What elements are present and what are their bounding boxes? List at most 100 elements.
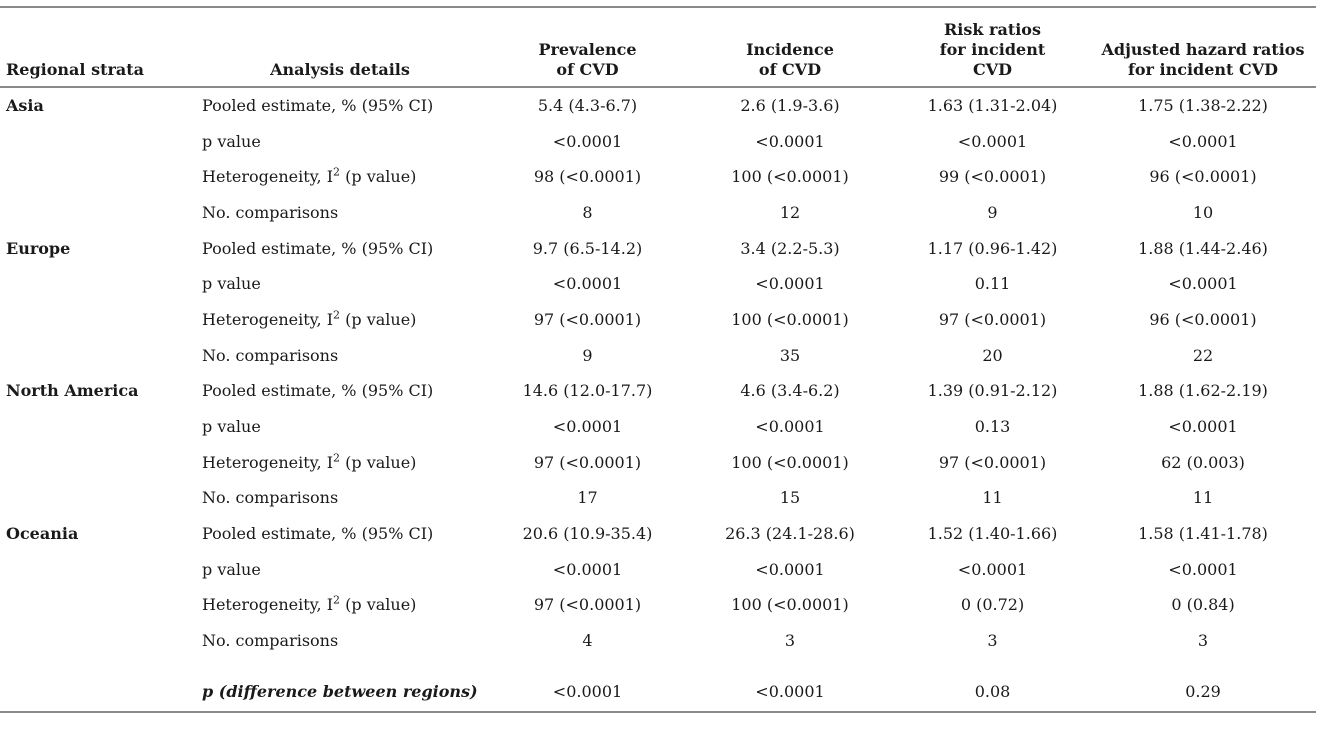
region-name: Asia — [6, 95, 44, 115]
table-cell-value: 9 — [987, 202, 998, 222]
table-cell-value: 1.17 (0.96-1.42) — [927, 238, 1058, 258]
table-cell-value: 5.4 (4.3-6.7) — [537, 95, 638, 115]
row-label-comparisons: No. comparisons — [202, 345, 339, 365]
table-spacer-row — [0, 659, 1316, 673]
regional-strata-table: Regional strata Analysis details Prevale… — [0, 6, 1316, 713]
table-cell-value: 15 — [779, 488, 801, 508]
row-label-pooled: Pooled estimate, % (95% CI) — [202, 238, 434, 258]
row-label-p-value: p value — [202, 274, 261, 294]
header-risk-ratios-line-1: Risk ratios — [944, 20, 1041, 39]
table-cell-value: 97 (<0.0001) — [533, 595, 642, 615]
row-label-heterogeneity: Heterogeneity, I2 (p value) — [190, 302, 490, 338]
row-label-heterogeneity: Heterogeneity, I2 (p value) — [190, 159, 490, 195]
difference-value: <0.0001 — [685, 673, 895, 713]
table-cell-value: 96 (<0.0001) — [1149, 309, 1257, 329]
region-cell-empty — [0, 302, 190, 338]
table-cell-value: 1.58 (1.41-1.78) — [1138, 524, 1268, 544]
table-cell-value: <0.0001 — [755, 131, 825, 151]
row-label-p-value: p value — [202, 131, 261, 151]
table-row: Heterogeneity, I2 (p value) 98 (<0.0001) 1… — [0, 159, 1316, 195]
table-body: Asia Pooled estimate, % (95% CI) 5.4 (4.3-… — [0, 87, 1316, 713]
header-prevalence-line-1: Prevalence — [538, 40, 637, 59]
table-cell-value: 11 — [982, 488, 1003, 508]
table-cell-value: 99 (<0.0001) — [938, 167, 1047, 187]
row-label-comparisons: No. comparisons — [202, 631, 339, 651]
difference-value: <0.0001 — [490, 673, 685, 713]
header-prevalence-line-2: of CVD — [556, 60, 619, 79]
table-cell-value: 1.75 (1.38-2.22) — [1138, 95, 1268, 115]
row-label-pooled: Pooled estimate, % (95% CI) — [202, 381, 434, 401]
table-cell-value: <0.0001 — [1168, 417, 1238, 437]
heterogeneity-label-suffix: (p value) — [340, 167, 417, 187]
region-cell-empty — [0, 338, 190, 374]
table-cell-value: 10 — [1192, 202, 1214, 222]
heterogeneity-label-suffix: (p value) — [340, 595, 417, 615]
header-row: Regional strata Analysis details Prevale… — [0, 6, 1316, 88]
heterogeneity-label-superscript: 2 — [333, 594, 341, 608]
table-row: Heterogeneity, I2 (p value) 97 (<0.0001) 1… — [0, 588, 1316, 624]
table-row: No. comparisons 4 3 3 3 — [0, 623, 1316, 659]
table-cell-value: <0.0001 — [1168, 131, 1238, 151]
region-cell-empty — [0, 266, 190, 302]
row-label-comparisons: No. comparisons — [202, 488, 339, 508]
row-label-pooled: Pooled estimate, % (95% CI) — [202, 95, 434, 115]
table-row: p value <0.0001 <0.0001 0.11 <0.0001 — [0, 266, 1316, 302]
table-cell-value: 3 — [987, 631, 998, 651]
region-cell-empty — [0, 588, 190, 624]
region-cell-empty — [0, 159, 190, 195]
header-regional-strata: Regional strata — [0, 6, 190, 88]
table-cell-value: 26.3 (24.1-28.6) — [725, 524, 855, 544]
table-cell-value: 96 (<0.0001) — [1149, 167, 1257, 187]
row-label-p-value: p value — [202, 417, 261, 437]
table-cell-value: 17 — [577, 488, 598, 508]
region-cell-empty — [0, 124, 190, 160]
table-cell-value: <0.0001 — [1168, 559, 1238, 579]
region-name: Oceania — [6, 524, 79, 544]
table-row: North America Pooled estimate, % (95% CI)… — [0, 374, 1316, 410]
table-cell-value: 14.6 (12.0-17.7) — [522, 381, 653, 401]
region-name: North America — [6, 381, 139, 401]
spacer-cell — [0, 659, 1316, 673]
table-cell-value: 3.4 (2.2-5.3) — [740, 238, 840, 258]
row-label-comparisons: No. comparisons — [202, 202, 339, 222]
difference-value: 0.08 — [895, 673, 1090, 713]
table-cell-value: 0 (0.72) — [960, 595, 1025, 615]
table-cell-value: 2.6 (1.9-3.6) — [740, 95, 840, 115]
table-cell-value: <0.0001 — [552, 274, 623, 294]
region-cell-empty — [0, 409, 190, 445]
table-cell-value: 4 — [582, 631, 593, 651]
table-cell-value: 3 — [1197, 631, 1209, 651]
table-cell-value: <0.0001 — [755, 559, 825, 579]
difference-label: p (difference between regions) — [190, 673, 490, 713]
header-incidence-line-2: of CVD — [758, 60, 822, 79]
heterogeneity-label-prefix: Heterogeneity, I — [202, 595, 334, 615]
table-cell-value: 100 (<0.0001) — [731, 595, 849, 615]
region-cell-empty — [0, 445, 190, 481]
region-cell-empty — [0, 552, 190, 588]
heterogeneity-label-superscript: 2 — [333, 451, 341, 465]
table-cell-value: <0.0001 — [552, 131, 623, 151]
difference-value: 0.29 — [1090, 673, 1316, 713]
table-cell-value: 97 (<0.0001) — [938, 309, 1047, 329]
table-cell-value: 11 — [1192, 488, 1214, 508]
table-cell-value: 100 (<0.0001) — [731, 452, 849, 472]
table-cell-value: <0.0001 — [552, 559, 623, 579]
table-cell-value: 1.88 (1.62-2.19) — [1138, 381, 1268, 401]
row-label-heterogeneity: Heterogeneity, I2 (p value) — [190, 588, 490, 624]
table-cell-value: <0.0001 — [957, 559, 1028, 579]
table-cell-value: 20.6 (10.9-35.4) — [522, 524, 653, 544]
table-cell-value: 12 — [779, 202, 801, 222]
row-label-pooled: Pooled estimate, % (95% CI) — [202, 524, 434, 544]
table-cell-value: 1.63 (1.31-2.04) — [927, 95, 1058, 115]
heterogeneity-label-prefix: Heterogeneity, I — [202, 452, 334, 472]
region-cell-empty — [0, 195, 190, 231]
table-cell-value: 97 (<0.0001) — [938, 452, 1047, 472]
heterogeneity-label-superscript: 2 — [333, 308, 341, 322]
header-risk-ratios-line-2: for incident — [939, 40, 1046, 59]
header-risk-ratios: Risk ratios for incident CVD — [895, 6, 1090, 88]
table-row: Heterogeneity, I2 (p value) 97 (<0.0001) 1… — [0, 302, 1316, 338]
table-cell-value: 62 (0.003) — [1161, 452, 1245, 472]
header-incidence: Incidence of CVD — [685, 6, 895, 88]
header-hazard-ratios-line-1: Adjusted hazard ratios — [1101, 40, 1305, 59]
